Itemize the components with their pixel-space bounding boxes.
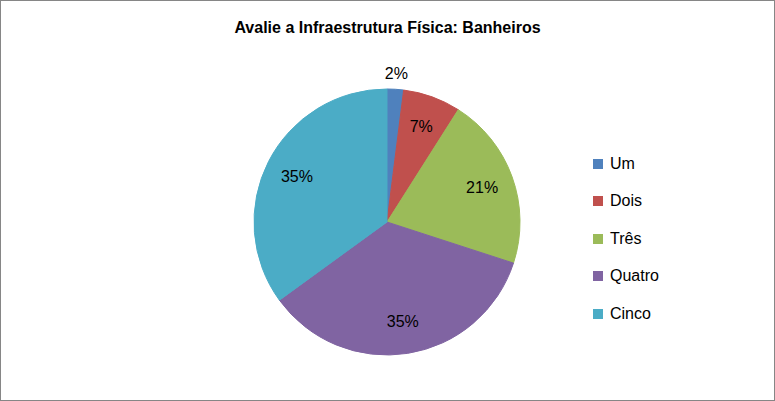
html-text:Dois: Dois (610, 192, 642, 210)
html-text:Avalie a Infraestrutura Física: Avalie a Infraestrutura Física: Banheiro… (234, 19, 541, 36)
html-text:Quatro: Quatro (610, 267, 659, 285)
html-text:Três: Três (610, 229, 642, 247)
svg-text:35%: 35% (281, 168, 313, 185)
html-text:Um: Um (610, 154, 635, 172)
svg-text:2%: 2% (385, 65, 408, 82)
svg-text:7%: 7% (410, 118, 433, 135)
svg-text:35%: 35% (387, 313, 419, 330)
svg-text:21%: 21% (466, 179, 498, 196)
html-text:Cinco: Cinco (610, 304, 651, 322)
